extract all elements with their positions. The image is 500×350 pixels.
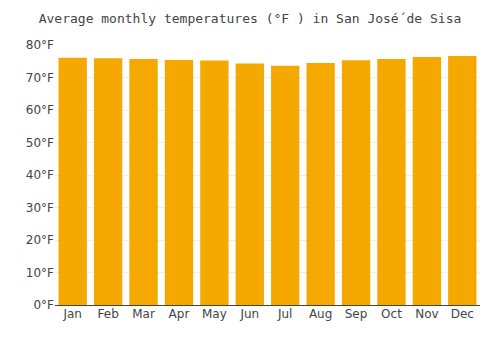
svg-text:Feb: Feb <box>98 307 119 321</box>
svg-text:Jul: Jul <box>277 307 292 321</box>
svg-text:30°F: 30°F <box>26 201 54 215</box>
svg-text:0°F: 0°F <box>33 298 54 312</box>
svg-text:70°F: 70°F <box>26 71 54 85</box>
svg-text:Jun: Jun <box>239 307 259 321</box>
svg-text:Mar: Mar <box>132 307 155 321</box>
svg-text:Jan: Jan <box>62 307 82 321</box>
svg-text:20°F: 20°F <box>26 233 54 247</box>
svg-text:Aug: Aug <box>309 307 332 321</box>
svg-text:10°F: 10°F <box>26 266 54 280</box>
svg-text:40°F: 40°F <box>26 168 54 182</box>
svg-text:Oct: Oct <box>381 307 402 321</box>
svg-text:May: May <box>202 307 227 321</box>
svg-text:60°F: 60°F <box>26 103 54 117</box>
svg-text:Dec: Dec <box>451 307 474 321</box>
svg-text:Average monthly temperatures (: Average monthly temperatures (°F ) in Sa… <box>39 11 462 26</box>
svg-text:Sep: Sep <box>345 307 368 321</box>
svg-text:Apr: Apr <box>169 307 190 321</box>
svg-text:50°F: 50°F <box>26 136 54 150</box>
svg-text:80°F: 80°F <box>26 38 54 52</box>
svg-text:Nov: Nov <box>415 307 438 321</box>
